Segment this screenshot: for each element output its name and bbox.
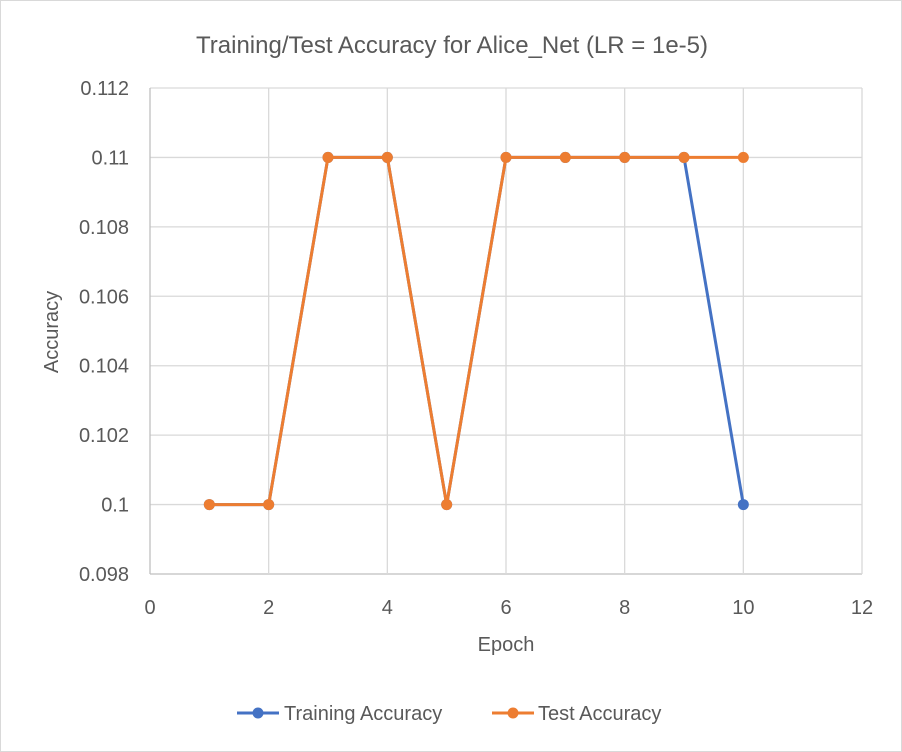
- y-tick-labels: 0.098 0.1 0.102 0.104 0.106 0.108 0.11 0.112: [79, 78, 129, 586]
- x-tick-label: 6: [500, 597, 511, 619]
- x-axis-label: Epoch: [478, 634, 535, 656]
- series-line-test-accuracy: [209, 155, 744, 507]
- data-point-test-accuracy[interactable]: [381, 151, 393, 163]
- x-tick-label: 2: [263, 597, 274, 619]
- x-tick-label: 4: [382, 597, 393, 619]
- chart-title: Training/Test Accuracy for Alice_Net (LR…: [196, 32, 708, 59]
- y-tick-label: 0.112: [80, 78, 129, 100]
- gridlines: [149, 87, 863, 575]
- data-point-test-accuracy[interactable]: [441, 499, 453, 511]
- legend-training-marker: [252, 707, 264, 719]
- data-point-test-accuracy[interactable]: [203, 499, 215, 511]
- legend-test-label: Test Accuracy: [538, 703, 661, 725]
- data-point-training-accuracy[interactable]: [737, 499, 749, 511]
- data-point-test-accuracy[interactable]: [559, 151, 571, 163]
- x-tick-label: 0: [144, 597, 155, 619]
- legend-training-label: Training Accuracy: [284, 703, 442, 725]
- y-tick-label: 0.108: [79, 217, 129, 239]
- data-point-test-accuracy[interactable]: [500, 151, 512, 163]
- series-test-accuracy: [203, 151, 749, 511]
- legend-test-marker: [507, 707, 519, 719]
- x-tick-label: 8: [619, 597, 630, 619]
- series-layer: [203, 151, 749, 511]
- legend-item-training[interactable]: Training Accuracy: [237, 703, 442, 725]
- y-tick-label: 0.098: [79, 564, 129, 586]
- x-tick-labels: 0 2 4 6 8 10 12: [144, 597, 873, 619]
- y-tick-label: 0.102: [79, 425, 129, 447]
- data-point-test-accuracy[interactable]: [678, 151, 690, 163]
- y-axis-label: Accuracy: [41, 291, 63, 373]
- y-tick-label: 0.1: [101, 495, 129, 517]
- data-point-test-accuracy[interactable]: [737, 151, 749, 163]
- y-tick-label: 0.11: [92, 147, 129, 169]
- legend: Training Accuracy Test Accuracy: [237, 703, 661, 725]
- data-point-test-accuracy[interactable]: [263, 499, 275, 511]
- x-tick-label: 12: [851, 597, 873, 619]
- y-tick-label: 0.106: [79, 286, 129, 308]
- data-point-test-accuracy[interactable]: [619, 151, 631, 163]
- y-tick-label: 0.104: [79, 356, 129, 378]
- legend-item-test[interactable]: Test Accuracy: [492, 703, 661, 725]
- data-point-test-accuracy[interactable]: [322, 151, 334, 163]
- x-tick-label: 10: [732, 597, 754, 619]
